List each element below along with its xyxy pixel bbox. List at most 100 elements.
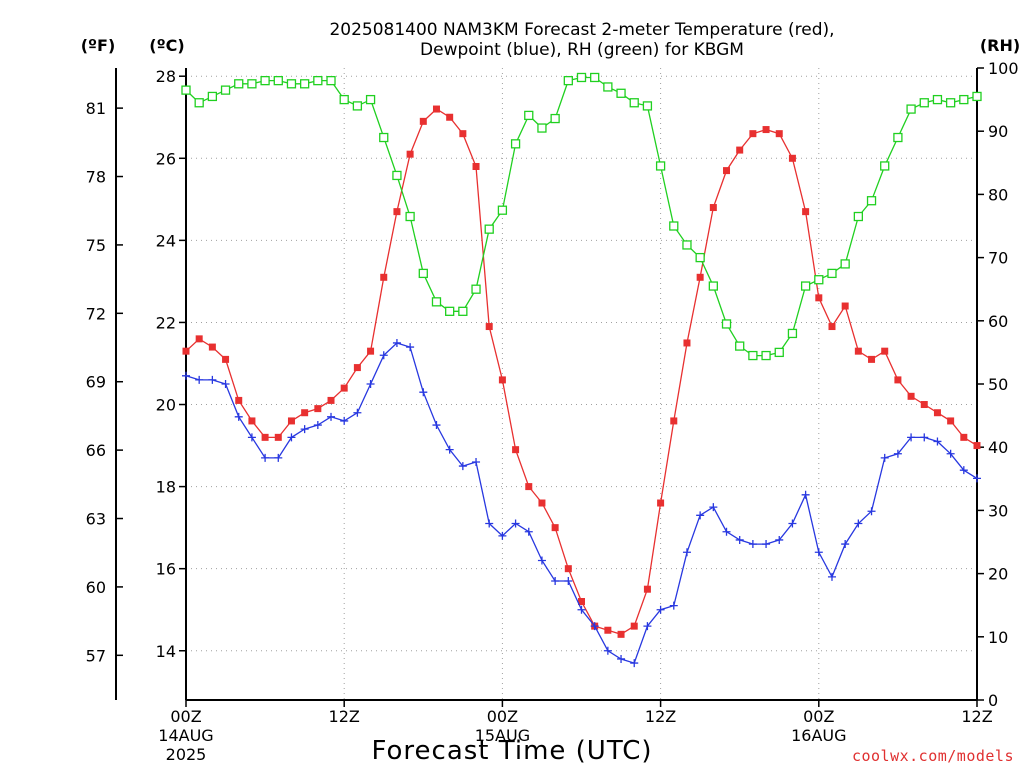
x-tick-label: 00Z: [803, 707, 834, 726]
temperature-point: [894, 376, 902, 384]
temperature-point: [630, 622, 638, 630]
dewpoint-point: [274, 453, 283, 462]
rh-point: [471, 284, 481, 294]
rh-tick-label: 20: [988, 565, 1008, 584]
temperature-point: [709, 204, 717, 212]
dewpoint-point: [722, 527, 731, 536]
x-tick-year-label: 2025: [166, 745, 207, 764]
rh-point: [247, 79, 257, 89]
temperature-point: [920, 401, 928, 409]
temperature-point: [815, 294, 823, 302]
temperature-point: [604, 626, 612, 634]
temperature-line: [185, 108, 978, 636]
fahrenheit-tick-label: 69: [86, 373, 106, 392]
rh-point: [339, 94, 349, 105]
rh-point: [721, 319, 732, 329]
dewpoint-point: [208, 375, 217, 384]
rh-point: [590, 72, 600, 83]
x-tick-label: 12Z: [645, 707, 676, 726]
temperature-point: [208, 343, 216, 351]
rh-series: [181, 72, 982, 361]
x-tick-label: 00Z: [487, 707, 518, 726]
temperature-point: [907, 392, 915, 400]
temperature-point: [538, 499, 546, 507]
dewpoint-point: [234, 412, 243, 421]
temperature-point: [340, 384, 348, 392]
rh-point: [352, 101, 363, 111]
fahrenheit-tick-label: 75: [86, 236, 106, 255]
dewpoint-point: [827, 572, 836, 581]
dewpoint-point: [933, 437, 942, 446]
temperature-point: [960, 433, 968, 441]
dewpoint-point: [841, 540, 850, 549]
fahrenheit-tick-label: 57: [86, 646, 106, 665]
temperature-point: [222, 355, 230, 363]
data-series: [181, 72, 982, 668]
rh-point: [550, 113, 560, 124]
celsius-tick-label: 14: [156, 642, 176, 661]
temperature-point: [406, 150, 414, 158]
temperature-point: [367, 347, 375, 355]
temperature-point: [947, 417, 955, 425]
x-axis-label: Forecast Time (UTC): [371, 736, 652, 766]
temperature-point: [696, 273, 704, 281]
rh-point: [708, 281, 718, 291]
rh-point: [800, 281, 811, 291]
rh-point: [524, 110, 534, 121]
temperature-point: [736, 146, 744, 154]
dewpoint-point: [788, 519, 797, 528]
temperature-point: [617, 630, 625, 638]
rh-point: [616, 88, 626, 98]
fahrenheit-tick-label: 60: [86, 578, 106, 597]
dewpoint-point: [893, 449, 902, 458]
dewpoint-point: [696, 511, 705, 520]
rh-point: [866, 196, 877, 206]
temperature-point: [828, 323, 836, 331]
dewpoint-point: [537, 556, 546, 565]
rh-point: [695, 252, 705, 263]
fahrenheit-tick-label: 72: [86, 304, 106, 323]
rh-tick-label: 100: [988, 59, 1019, 78]
fahrenheit-tick-label: 78: [86, 168, 106, 187]
fahrenheit-tick-label: 81: [86, 99, 106, 118]
temperature-point: [788, 154, 796, 162]
temperature-point: [762, 126, 770, 134]
temperature-point: [670, 417, 678, 425]
rh-point: [273, 75, 283, 86]
rh-point: [853, 211, 863, 222]
temperature-point: [287, 417, 295, 425]
dewpoint-point: [195, 375, 204, 384]
rh-point: [181, 85, 191, 95]
temperature-point: [657, 499, 665, 507]
dewpoint-point: [920, 433, 929, 442]
temperature-point: [973, 442, 981, 450]
rh-point: [761, 350, 771, 361]
temperature-point: [841, 302, 849, 310]
dewpoint-point: [524, 527, 533, 536]
rh-point: [326, 75, 336, 86]
dewpoint-point: [340, 416, 349, 425]
temperature-point: [723, 167, 731, 175]
celsius-tick-label: 16: [156, 560, 176, 579]
dewpoint-point: [327, 412, 336, 421]
x-tick-date-label: 16AUG: [791, 726, 846, 745]
rh-point: [735, 341, 745, 351]
celsius-tick-label: 26: [156, 149, 176, 168]
temperature-point: [195, 335, 203, 343]
rh-point: [932, 94, 943, 105]
temperature-point: [393, 208, 401, 216]
rh-point: [814, 275, 824, 285]
rh-point: [748, 350, 758, 361]
temperature-point: [459, 130, 467, 138]
dewpoint-point: [498, 531, 507, 540]
dewpoint-point: [880, 453, 889, 462]
x-tick-date-label: 14AUG: [158, 726, 213, 745]
rh-point: [220, 85, 231, 95]
x-tick-label: 12Z: [329, 707, 360, 726]
dewpoint-point: [472, 457, 481, 466]
dewpoint-point: [630, 659, 639, 668]
temperature-point: [380, 273, 388, 281]
rh-point: [576, 72, 587, 83]
dewpoint-point: [313, 421, 322, 430]
rh-point: [893, 132, 903, 143]
